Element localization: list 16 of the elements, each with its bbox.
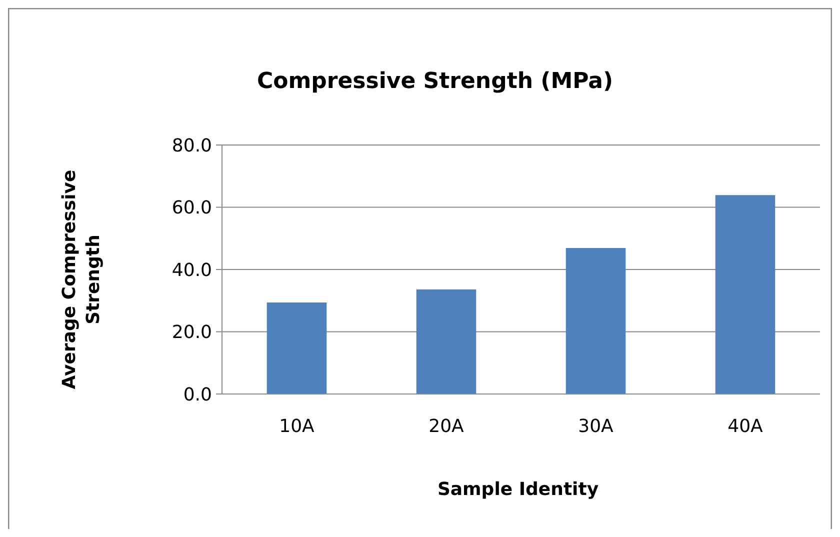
- x-tick-label: 10A: [279, 416, 316, 437]
- x-axis-title: Sample Identity: [437, 479, 599, 500]
- bar: [715, 195, 776, 394]
- y-tick-label: 20.0: [172, 322, 212, 344]
- bar: [266, 302, 327, 394]
- y-tick-label: 40.0: [172, 260, 212, 281]
- x-tick-label: 20A: [428, 416, 465, 437]
- y-tick-label: 80.0: [172, 135, 212, 156]
- x-tick-label: 40A: [728, 416, 764, 437]
- x-tick-label: 30A: [578, 416, 614, 437]
- y-tick-label: 60.0: [172, 198, 212, 219]
- y-tick-label: 0.0: [183, 384, 212, 406]
- bar: [416, 289, 476, 394]
- y-axis-title: Average Compressive Strength: [59, 170, 104, 390]
- bar: [566, 248, 626, 394]
- chart-title: Compressive Strength (MPa): [256, 69, 614, 94]
